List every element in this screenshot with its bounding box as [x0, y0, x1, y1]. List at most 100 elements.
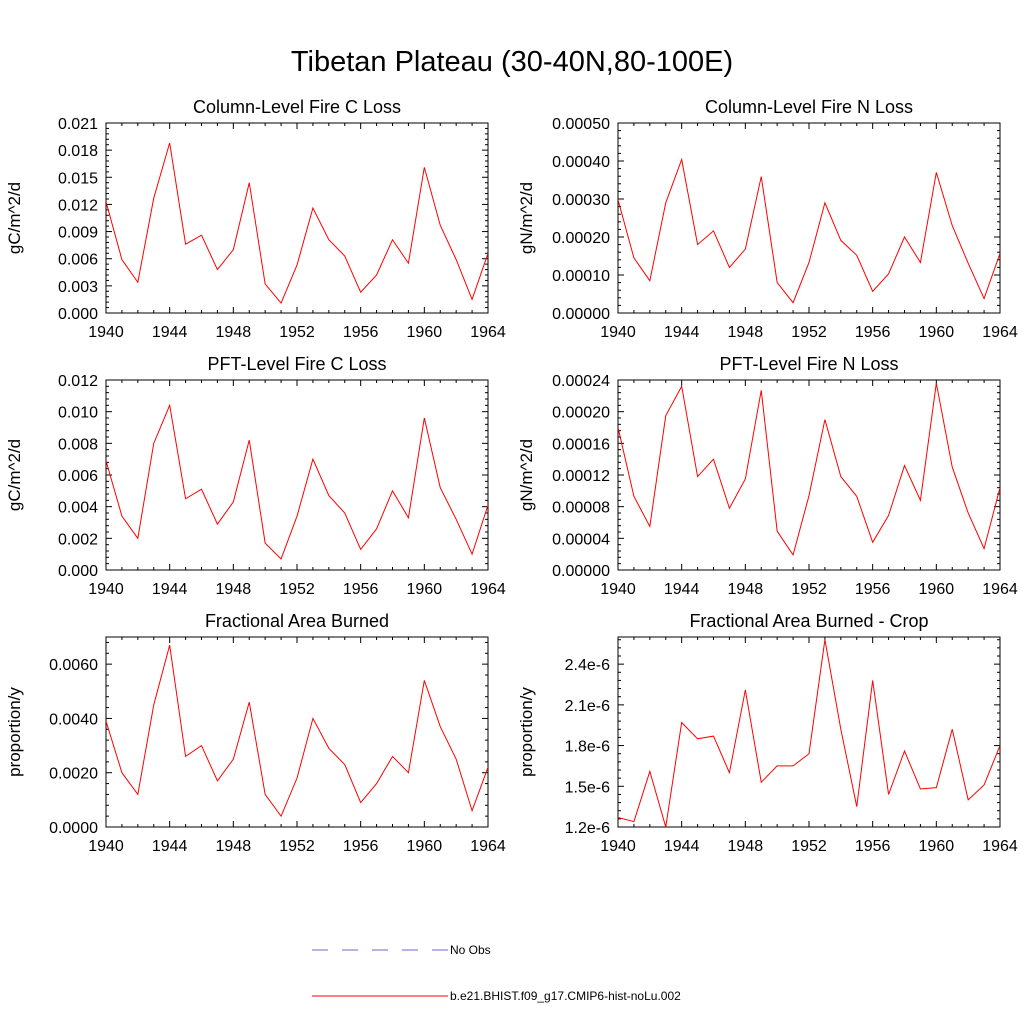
y-tick-label: 0.018: [58, 143, 98, 160]
chart-panel-6: 1940 1944 1948 1952 1956 1960 1964 1.2e-6 1.5e-6…: [517, 611, 1018, 855]
x-tick-label: 1956: [343, 838, 379, 855]
x-tick-label: 1960: [407, 838, 443, 855]
y-tick-label: 0.00012: [552, 468, 610, 485]
x-tick-label: 1964: [982, 581, 1018, 598]
x-tick-label: 1964: [982, 838, 1018, 855]
chart-panel-4: 1940 1944 1948 1952 1956 1960 1964 0.00000 0.000…: [517, 354, 1018, 598]
y-tick-label: 0.000: [58, 563, 98, 580]
series-line: [618, 383, 1000, 557]
series-line: [106, 403, 488, 560]
x-tick-label: 1952: [279, 838, 315, 855]
y-tick-label: 0.006: [58, 252, 98, 269]
y-tick-label: 0.00016: [552, 436, 610, 453]
chart-panel-2: 1940 1944 1948 1952 1956 1960 1964 0.00000 0.000…: [517, 97, 1018, 341]
y-tick-label: 0.010: [58, 405, 98, 422]
series-line: [106, 142, 488, 305]
y-tick-label: 0.004: [58, 500, 98, 517]
y-axis-label: gN/m^2/d: [517, 439, 536, 511]
chart-panel-1: 1940 1944 1948 1952 1956 1960 1964 0.000 0.003 0.…: [5, 97, 506, 341]
x-tick-label: 1964: [470, 324, 506, 341]
y-tick-label: 1.2e-6: [565, 820, 610, 837]
panel-title: Column-Level Fire C Loss: [193, 97, 401, 117]
y-tick-label: 0.000: [58, 306, 98, 323]
y-axis-label: gC/m^2/d: [5, 439, 24, 511]
y-tick-label: 0.0000: [49, 820, 98, 837]
series-line: [618, 639, 1000, 827]
y-tick-label: 0.00010: [552, 268, 610, 285]
y-tick-label: 0.00050: [552, 116, 610, 133]
x-tick-label: 1960: [407, 581, 443, 598]
x-tick-label: 1944: [664, 324, 700, 341]
y-tick-label: 0.021: [58, 116, 98, 133]
y-tick-label: 0.002: [58, 531, 98, 548]
panel-title: Fractional Area Burned - Crop: [689, 611, 928, 631]
y-tick-label: 0.00024: [552, 373, 610, 390]
legend: No Obs b.e21.BHIST.f09_g17.CMIP6-hist-noL…: [312, 943, 681, 1003]
y-tick-label: 0.006: [58, 468, 98, 485]
x-tick-label: 1944: [152, 324, 188, 341]
series-line: [106, 645, 488, 818]
x-tick-label: 1956: [855, 324, 891, 341]
y-tick-label: 0.015: [58, 170, 98, 187]
y-axis-label: proportion/y: [517, 687, 536, 777]
series-line: [618, 157, 1000, 304]
x-tick-label: 1952: [791, 324, 827, 341]
x-tick-label: 1948: [216, 838, 252, 855]
y-tick-label: 0.008: [58, 436, 98, 453]
panel-title: PFT-Level Fire N Loss: [719, 354, 898, 374]
x-tick-label: 1948: [728, 581, 764, 598]
x-tick-label: 1956: [855, 838, 891, 855]
x-tick-label: 1952: [791, 838, 827, 855]
y-tick-label: 0.0060: [49, 657, 98, 674]
legend-label-model: b.e21.BHIST.f09_g17.CMIP6-hist-noLu.002: [450, 989, 681, 1003]
y-tick-label: 0.00000: [552, 563, 610, 580]
y-tick-label: 0.009: [58, 225, 98, 242]
plot-frame: [617, 379, 1001, 571]
y-tick-label: 0.00020: [552, 230, 610, 247]
y-tick-label: 0.00008: [552, 500, 610, 517]
legend-label-no-obs: No Obs: [450, 943, 491, 957]
x-tick-label: 1944: [664, 838, 700, 855]
x-tick-label: 1940: [88, 324, 124, 341]
x-tick-label: 1960: [407, 324, 443, 341]
y-tick-label: 0.003: [58, 279, 98, 296]
y-tick-label: 0.00004: [552, 531, 610, 548]
panel-title: Fractional Area Burned: [205, 611, 389, 631]
panel-title: Column-Level Fire N Loss: [705, 97, 913, 117]
y-tick-label: 0.00000: [552, 306, 610, 323]
y-tick-label: 0.00030: [552, 192, 610, 209]
y-tick-label: 0.00040: [552, 154, 610, 171]
plot-frame: [105, 636, 489, 828]
x-tick-label: 1952: [279, 581, 315, 598]
x-tick-label: 1964: [470, 838, 506, 855]
y-tick-label: 0.0020: [49, 766, 98, 783]
x-tick-label: 1952: [791, 581, 827, 598]
x-tick-label: 1956: [343, 581, 379, 598]
x-tick-label: 1960: [919, 838, 955, 855]
chart-panel-5: 1940 1944 1948 1952 1956 1960 1964 0.0000 0.0020…: [5, 611, 506, 855]
y-tick-label: 0.0040: [49, 711, 98, 728]
x-tick-label: 1952: [279, 324, 315, 341]
x-tick-label: 1948: [728, 838, 764, 855]
chart-panel-3: 1940 1944 1948 1952 1956 1960 1964 0.000 0.002 0.…: [5, 354, 506, 598]
x-tick-label: 1960: [919, 581, 955, 598]
x-tick-label: 1940: [600, 838, 636, 855]
x-tick-label: 1940: [88, 838, 124, 855]
x-tick-label: 1964: [982, 324, 1018, 341]
x-tick-label: 1948: [216, 581, 252, 598]
plot-frame: [105, 122, 489, 314]
x-tick-label: 1956: [343, 324, 379, 341]
y-axis-label: gC/m^2/d: [5, 182, 24, 254]
y-tick-label: 1.5e-6: [565, 779, 610, 796]
y-axis-label: gN/m^2/d: [517, 182, 536, 254]
y-tick-label: 0.00020: [552, 405, 610, 422]
y-tick-label: 0.012: [58, 373, 98, 390]
figure-title: Tibetan Plateau (30-40N,80-100E): [290, 46, 734, 78]
x-tick-label: 1944: [152, 838, 188, 855]
y-tick-label: 1.8e-6: [565, 739, 610, 756]
plot-frame: [617, 636, 1001, 828]
x-tick-label: 1940: [600, 581, 636, 598]
plot-frame: [105, 379, 489, 571]
